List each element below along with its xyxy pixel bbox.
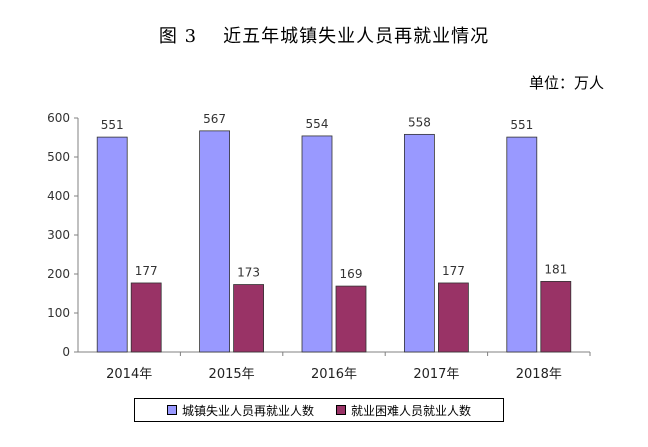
legend-item-series-1: 城镇失业人员再就业人数 <box>166 402 314 419</box>
bar-series-1 <box>301 135 333 353</box>
bar-series-2 <box>437 282 469 353</box>
legend-swatch-series-1 <box>166 405 177 415</box>
bar-series-1 <box>96 136 128 353</box>
x-tick-label: 2016年 <box>311 367 357 382</box>
figure-title-text: 近五年城镇失业人员再就业情况 <box>223 26 490 47</box>
y-tick-label: 600 <box>47 111 70 125</box>
bar-series-2 <box>233 284 265 353</box>
legend-swatch-series-2 <box>336 405 346 415</box>
chart-legend: 城镇失业人员再就业人数 就业困难人员就业人数 <box>134 398 504 422</box>
data-label-series-1: 554 <box>306 117 329 131</box>
data-label-series-1: 551 <box>101 118 124 132</box>
data-label-series-1: 551 <box>510 118 533 132</box>
x-tick-label: 2018年 <box>516 367 562 382</box>
chart-title: 图 3 近五年城镇失业人员再就业情况 <box>0 22 648 48</box>
data-label-series-2: 177 <box>442 264 465 278</box>
legend-label-series-2: 就业困难人员就业人数 <box>351 403 472 418</box>
legend-label-series-1: 城镇失业人员再就业人数 <box>181 403 314 418</box>
bar-series-2 <box>335 285 367 353</box>
y-tick-label: 400 <box>47 189 70 203</box>
unit-label: 单位：万人 <box>528 74 604 92</box>
bar-series-2 <box>540 281 572 353</box>
data-label-series-1: 567 <box>203 112 226 126</box>
y-tick-label: 100 <box>47 306 70 320</box>
data-label-series-2: 177 <box>135 264 158 278</box>
y-tick-label: 500 <box>47 150 70 164</box>
y-tick-label: 0 <box>62 345 70 359</box>
bar-series-2 <box>130 282 162 353</box>
data-label-series-2: 169 <box>340 267 363 281</box>
y-tick-label: 300 <box>47 228 70 242</box>
bar-series-1 <box>506 136 538 353</box>
data-label-series-2: 181 <box>544 262 567 276</box>
bar-series-1 <box>199 130 231 353</box>
x-tick-label: 2015年 <box>209 367 255 382</box>
x-tick-label: 2014年 <box>106 367 152 382</box>
bar-series-1 <box>403 133 435 353</box>
y-tick-label: 200 <box>47 267 70 281</box>
data-label-series-2: 173 <box>237 266 260 280</box>
data-label-series-1: 558 <box>408 115 431 129</box>
legend-item-series-2: 就业困难人员就业人数 <box>336 402 471 419</box>
figure-number: 图 3 <box>158 26 198 47</box>
x-tick-label: 2017年 <box>413 367 459 382</box>
